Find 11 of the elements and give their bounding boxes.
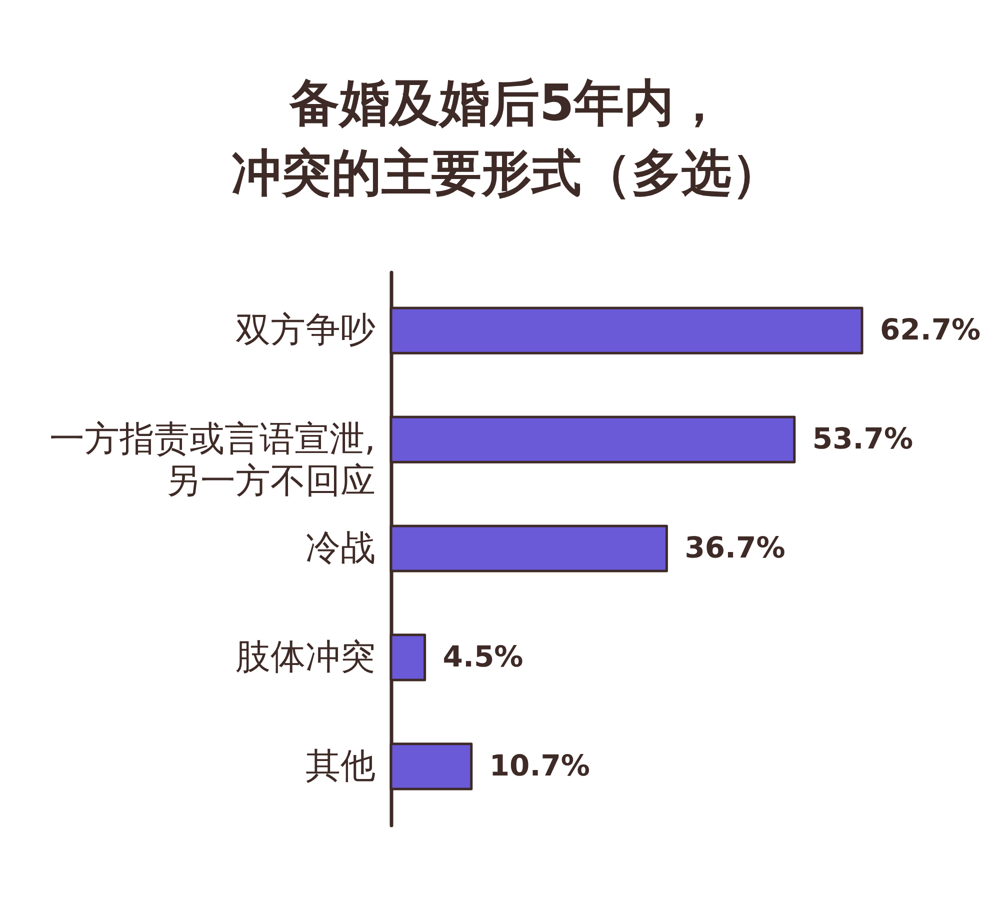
data-label: 62.7% [880, 312, 981, 347]
y-tick-label: 肢体冲突 [236, 637, 376, 678]
data-label: 4.5% [442, 639, 524, 674]
y-tick-label: 一方指责或言语宣泄, 另一方不回应 [49, 420, 376, 502]
y-tick-label: 其他 [306, 746, 376, 786]
data-label: 10.7% [489, 748, 590, 782]
y-tick-label: 冷战 [306, 528, 376, 568]
chart-title: 备婚及婚后5年内，冲突的主要形式（多选） [232, 74, 782, 202]
data-label: 36.7% [684, 530, 786, 564]
data-label: 53.7% [812, 422, 913, 456]
y-tick-label: 双方争吵 [236, 310, 376, 351]
